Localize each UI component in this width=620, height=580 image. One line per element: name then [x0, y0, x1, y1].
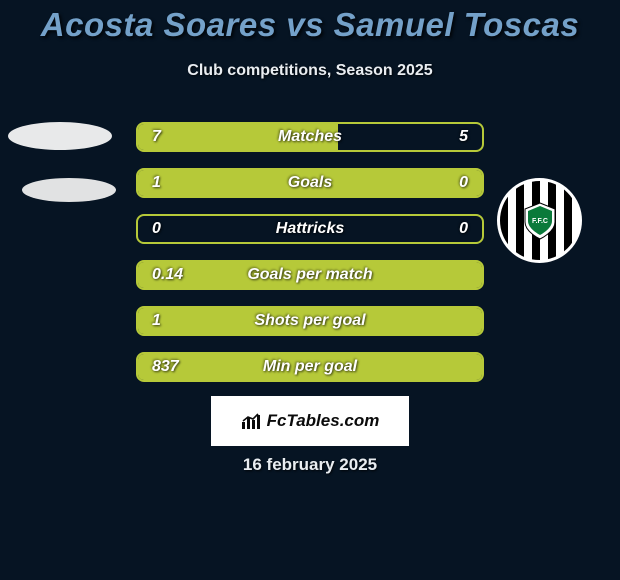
player2-club-logo: F.F.C: [497, 178, 582, 263]
stat-value-left: 0.14: [152, 266, 183, 284]
stat-value-left: 0: [152, 220, 161, 238]
stat-value-right: 5: [459, 128, 468, 146]
stat-row: 7 Matches 5: [136, 122, 484, 152]
stat-label: Goals: [288, 174, 332, 192]
club-logo-shield: F.F.C: [523, 202, 557, 240]
stat-fill-right: [399, 170, 482, 196]
stat-row: 1 Goals 0: [136, 168, 484, 198]
avatar-placeholder-ellipse: [8, 122, 112, 150]
fctables-watermark: FcTables.com: [211, 396, 409, 446]
svg-text:F.F.C: F.F.C: [532, 218, 548, 225]
brand-text: FcTables.com: [267, 411, 380, 431]
season-subtitle: Club competitions, Season 2025: [0, 62, 620, 80]
stat-row: 1 Shots per goal: [136, 306, 484, 336]
stat-value-right: 0: [459, 220, 468, 238]
stat-fill-left: [138, 170, 399, 196]
stats-comparison: 7 Matches 5 1 Goals 0 0 Hattricks 0 0.14 Goals per…: [136, 122, 484, 382]
comparison-date: 16 february 2025: [243, 455, 377, 475]
stat-value-left: 1: [152, 312, 161, 330]
stat-row: 0 Hattricks 0: [136, 214, 484, 244]
stat-label: Min per goal: [263, 358, 357, 376]
stat-value-right: 0: [459, 174, 468, 192]
stat-label: Goals per match: [247, 266, 372, 284]
stat-label: Shots per goal: [254, 312, 365, 330]
stat-row: 0.14 Goals per match: [136, 260, 484, 290]
stat-row: 837 Min per goal: [136, 352, 484, 382]
stat-label: Hattricks: [276, 220, 344, 238]
stat-value-left: 837: [152, 358, 179, 376]
comparison-title: Acosta Soares vs Samuel Toscas: [0, 0, 620, 44]
stat-label: Matches: [278, 128, 342, 146]
avatar-placeholder-ellipse: [22, 178, 116, 202]
stat-value-left: 7: [152, 128, 161, 146]
stat-value-left: 1: [152, 174, 161, 192]
bar-chart-icon: [241, 412, 263, 430]
